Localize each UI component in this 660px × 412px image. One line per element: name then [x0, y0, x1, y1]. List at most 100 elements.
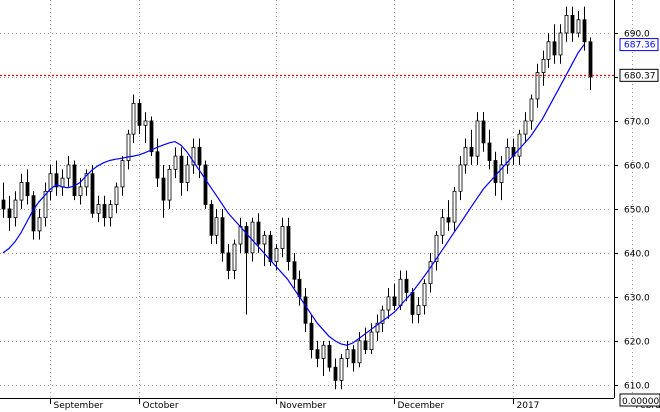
candle-body — [321, 344, 326, 359]
candle-body — [499, 164, 504, 183]
volume-value-label: 0.00000 — [622, 397, 659, 407]
candle-body — [315, 349, 320, 359]
candle-body — [493, 160, 498, 183]
candlestick — [458, 156, 463, 201]
candlestick — [351, 345, 356, 372]
candlestick — [244, 222, 249, 315]
y-tick-label: 630.0 — [624, 294, 650, 304]
candlestick — [226, 244, 231, 280]
y-tick-label: 670.0 — [624, 118, 650, 128]
candlestick — [505, 138, 510, 174]
candle-body — [31, 195, 36, 232]
candlestick — [392, 283, 397, 311]
candlestick — [380, 305, 385, 333]
candle-body — [303, 296, 308, 324]
candlestick — [179, 147, 184, 196]
candlestick — [90, 164, 95, 218]
candle-body — [487, 142, 492, 161]
candle-body — [463, 146, 468, 166]
candle-body — [13, 199, 18, 219]
candle-body — [309, 322, 314, 351]
y-tick-label: 660.0 — [624, 162, 650, 172]
candlestick — [108, 200, 113, 227]
candle-body — [297, 278, 302, 298]
candle-body — [1, 199, 6, 210]
candle-body — [179, 155, 184, 183]
candlestick — [564, 6, 569, 42]
candle-body — [185, 164, 190, 183]
candle-body — [428, 261, 433, 285]
candlestick — [499, 156, 504, 201]
candlestick — [541, 50, 546, 86]
candlestick — [339, 354, 344, 390]
candlestick — [529, 94, 534, 130]
candle-body — [535, 72, 540, 100]
candlestick — [126, 129, 131, 170]
candle-body — [143, 120, 148, 126]
candle-body — [552, 41, 557, 56]
candlestick — [13, 191, 18, 227]
candle-body — [380, 309, 385, 324]
candle-body — [262, 234, 267, 245]
candle-body — [582, 19, 587, 43]
candlestick — [262, 230, 267, 267]
candlestick — [143, 112, 148, 143]
candle-body — [43, 190, 48, 219]
candle-body — [96, 204, 101, 214]
y-tick-label: 610.0 — [624, 382, 650, 392]
ma-value-label: 687.36 — [624, 41, 656, 51]
reference-value-label: 680.37 — [624, 71, 656, 81]
candlestick — [102, 195, 107, 227]
candlestick — [203, 160, 208, 209]
reference-value-badge-bg — [619, 68, 659, 82]
candle-body — [250, 221, 255, 254]
candle-body — [475, 120, 480, 157]
volume-value-badge: 0.00000 — [619, 393, 660, 407]
candle-body — [60, 177, 65, 188]
ma-value-badge-bg — [619, 38, 659, 52]
candlestick — [576, 10, 581, 38]
candle-body — [90, 173, 95, 214]
candle-body — [564, 14, 569, 34]
candlestick — [309, 314, 314, 359]
candle-body — [458, 164, 463, 192]
y-tick-label: 620.0 — [624, 338, 650, 348]
candle-body — [268, 234, 273, 263]
candlestick — [37, 208, 42, 240]
x-tick-label: November — [280, 401, 327, 411]
candlestick — [546, 32, 551, 69]
reference-value-badge: 680.37 — [619, 68, 659, 82]
candlestick — [582, 6, 587, 51]
candlestick — [428, 252, 433, 293]
candle-body — [244, 226, 249, 254]
candlestick — [327, 340, 332, 372]
candle-body — [529, 98, 534, 122]
candle-body — [209, 204, 214, 236]
y-tick-label: 650.0 — [624, 206, 650, 216]
candle-body — [72, 164, 77, 197]
candlestick — [1, 182, 6, 218]
x-tick-label: December — [398, 401, 445, 411]
candlestick — [375, 314, 380, 341]
candle-body — [220, 217, 225, 254]
candle-body — [120, 160, 125, 188]
candlestick — [7, 195, 12, 231]
candlestick — [131, 94, 136, 143]
candlestick — [280, 217, 285, 258]
candle-body — [292, 261, 297, 280]
candlestick — [481, 112, 486, 152]
candle-body — [54, 173, 59, 188]
candlestick — [19, 173, 24, 209]
candle-body — [434, 234, 439, 263]
candlestick — [469, 129, 474, 165]
candle-body — [25, 182, 30, 197]
candlestick — [191, 138, 196, 174]
candle-body — [558, 32, 563, 56]
candlestick — [475, 112, 480, 165]
candle-body — [66, 164, 71, 179]
candle-body — [422, 283, 427, 307]
candlestick — [463, 138, 468, 174]
candle-body — [274, 248, 279, 263]
volume-value-badge-bg — [619, 393, 660, 407]
